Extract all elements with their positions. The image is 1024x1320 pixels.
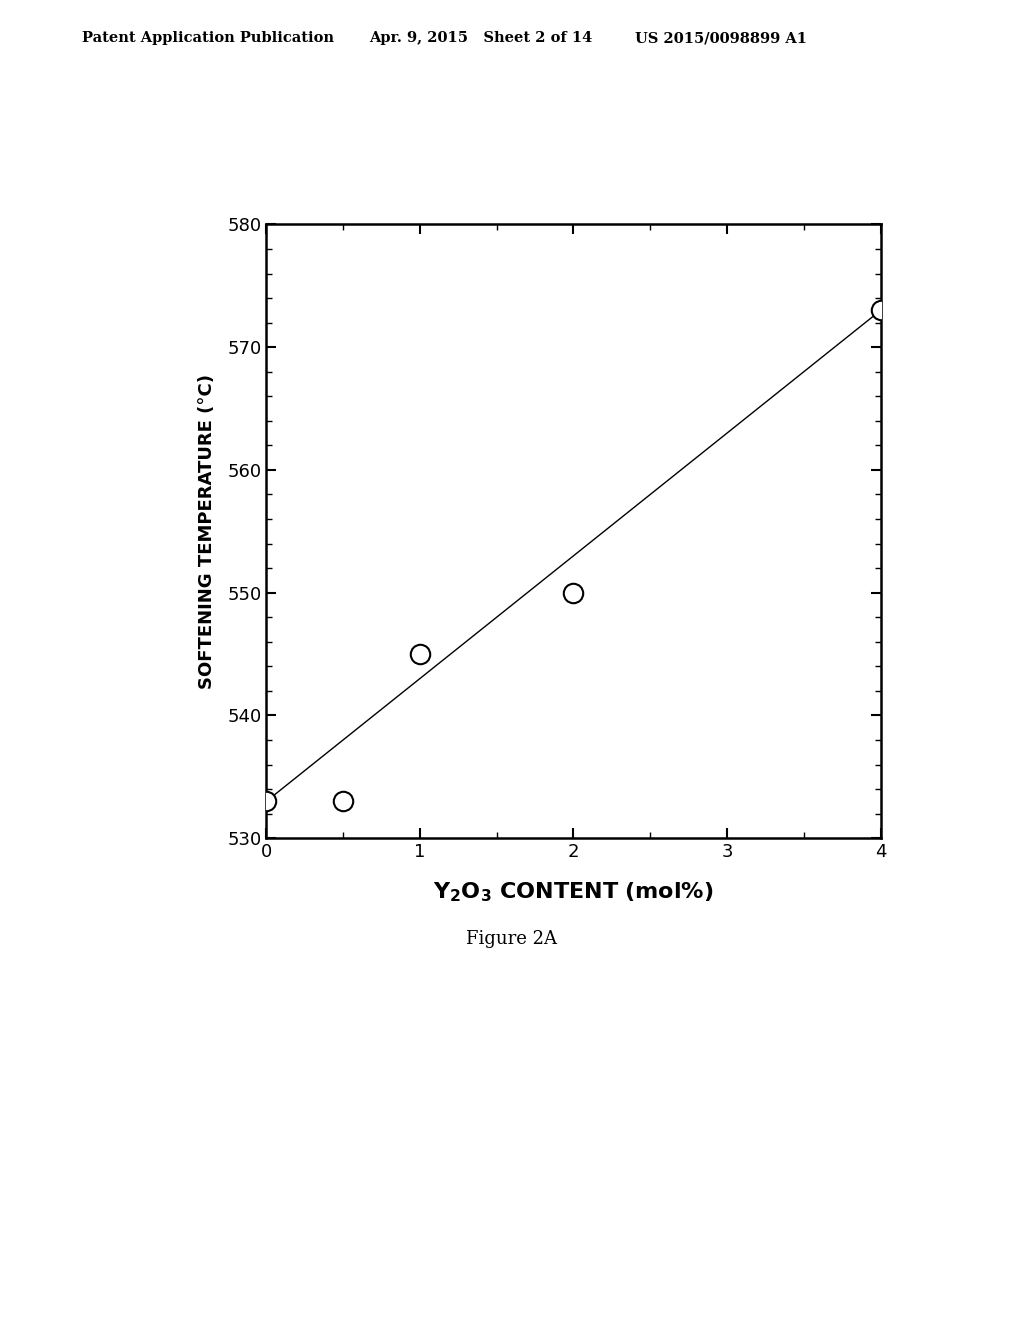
Text: US 2015/0098899 A1: US 2015/0098899 A1 xyxy=(635,32,807,45)
Y-axis label: SOFTENING TEMPERATURE (°C): SOFTENING TEMPERATURE (°C) xyxy=(198,374,216,689)
Text: Patent Application Publication: Patent Application Publication xyxy=(82,32,334,45)
X-axis label: $\mathbf{Y_2O_3}$ $\mathbf{CONTENT\ (mol\%)}$: $\mathbf{Y_2O_3}$ $\mathbf{CONTENT\ (mol… xyxy=(433,880,714,904)
Text: Figure 2A: Figure 2A xyxy=(467,929,557,948)
Text: Apr. 9, 2015   Sheet 2 of 14: Apr. 9, 2015 Sheet 2 of 14 xyxy=(369,32,592,45)
